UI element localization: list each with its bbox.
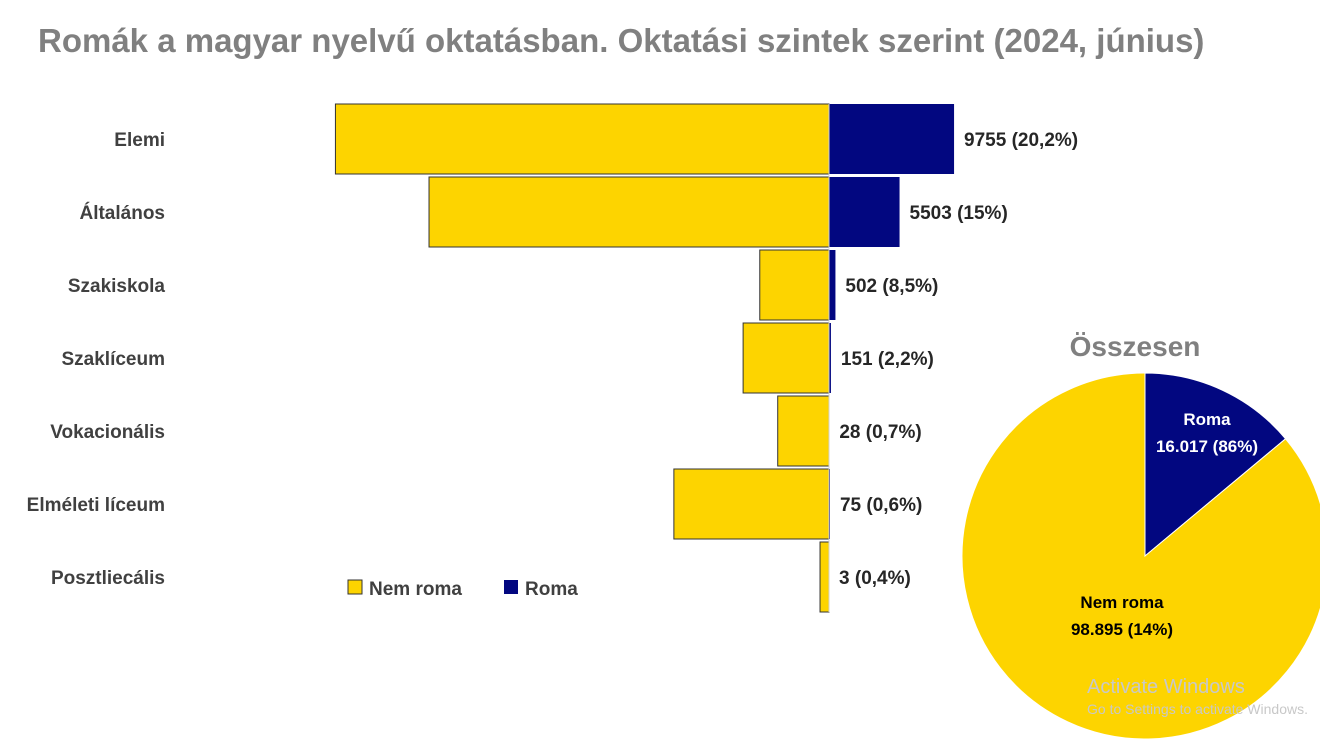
pie-chart: Összesen Roma 16.017 (86%) Nem roma 98.895 … xyxy=(961,331,1320,740)
legend-label-roma: Roma xyxy=(525,579,578,600)
category-label-vokacionalis: Vokacionális xyxy=(50,422,165,443)
bar-chart: Elemi 9755 (20,2%) Általános 5503 (15%) Szak… xyxy=(27,103,1078,613)
legend-label-nem-roma: Nem roma xyxy=(369,579,462,600)
category-label-posztliecalis: Posztliecális xyxy=(51,568,165,589)
pie-label-nem-roma-name: Nem roma xyxy=(1080,593,1164,612)
legend: Nem roma Roma xyxy=(347,579,578,600)
pie-title: Összesen xyxy=(1070,331,1201,362)
watermark-line-2: Go to Settings to activate Windows. xyxy=(1087,701,1308,717)
bar-nem-roma-elemi xyxy=(334,103,830,175)
category-label-szakiskola: Szakiskola xyxy=(68,276,166,297)
legend-swatch-roma xyxy=(504,580,518,594)
pie-label-nem-roma-value: 98.895 (14%) xyxy=(1071,620,1173,639)
chart-title: Romák a magyar nyelvű oktatásban. Oktatá… xyxy=(38,22,1205,59)
data-label-vokacionalis: 28 (0,7%) xyxy=(839,422,921,443)
bar-roma-szakliceum xyxy=(829,323,831,393)
pie-slice-roma xyxy=(1144,372,1287,558)
data-label-altalanos: 5503 (15%) xyxy=(910,203,1008,224)
category-label-szakliceum: Szaklíceum xyxy=(62,349,166,370)
bar-roma-szakiskola xyxy=(829,250,836,320)
data-label-szakiskola: 502 (8,5%) xyxy=(845,276,938,297)
category-label-elmeleti-liceum: Elméleti líceum xyxy=(27,495,165,516)
data-label-szakliceum: 151 (2,2%) xyxy=(841,349,934,370)
category-label-elemi: Elemi xyxy=(114,130,165,151)
pie-slice-nem-roma xyxy=(961,372,1320,740)
pie-label-roma-value: 16.017 (86%) xyxy=(1156,437,1258,456)
pie-label-roma-name: Roma xyxy=(1183,410,1231,429)
bar-roma-elemi xyxy=(829,104,955,174)
bar-nem-roma-elmeleti-liceum xyxy=(673,468,830,540)
bar-nem-roma-altalanos xyxy=(428,176,830,248)
data-label-posztliecalis: 3 (0,4%) xyxy=(839,568,911,589)
bar-roma-altalanos xyxy=(829,177,900,247)
legend-swatch-nem-roma xyxy=(347,579,363,595)
category-label-altalanos: Általános xyxy=(79,202,165,224)
bar-nem-roma-vokacionalis xyxy=(777,395,830,467)
activate-windows-watermark: Activate Windows Go to Settings to activ… xyxy=(1087,676,1308,717)
data-label-elmeleti-liceum: 75 (0,6%) xyxy=(840,495,922,516)
bar-nem-roma-szakliceum xyxy=(742,322,830,394)
watermark-line-1: Activate Windows xyxy=(1087,676,1245,698)
data-label-elemi: 9755 (20,2%) xyxy=(964,130,1078,151)
bar-nem-roma-posztliecalis xyxy=(819,541,830,613)
bar-nem-roma-szakiskola xyxy=(759,249,830,321)
